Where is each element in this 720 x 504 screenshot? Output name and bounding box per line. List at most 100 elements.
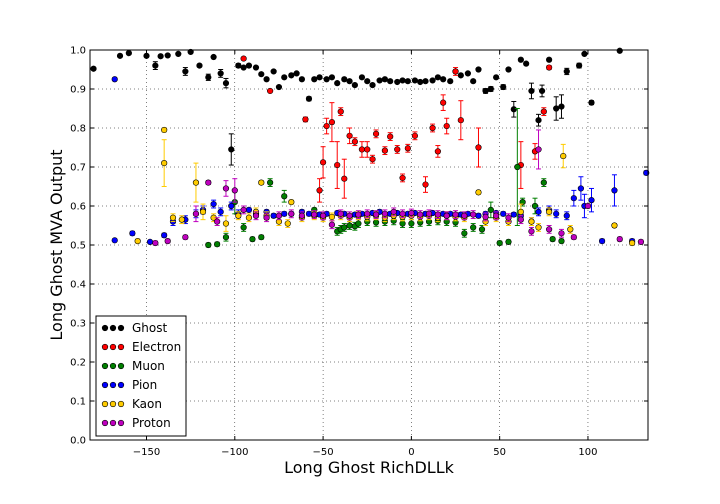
data-point <box>169 214 177 221</box>
data-point <box>422 78 429 85</box>
data-point <box>275 83 283 91</box>
series-proton <box>152 129 645 247</box>
data-point <box>434 74 441 81</box>
data-point <box>549 236 556 243</box>
data-point <box>152 62 159 69</box>
legend-marker <box>117 324 125 332</box>
data-point <box>146 238 154 245</box>
data-point <box>470 211 477 218</box>
legend-item-kaon: Kaon <box>101 397 162 411</box>
data-point <box>457 117 464 124</box>
data-point <box>519 199 526 206</box>
data-point <box>408 209 415 217</box>
data-point <box>422 181 429 188</box>
data-point <box>334 80 341 87</box>
data-point <box>263 76 270 83</box>
data-point <box>182 68 189 75</box>
data-point <box>288 210 295 217</box>
data-point <box>482 87 489 95</box>
legend-marker <box>109 400 117 408</box>
data-point <box>538 87 546 95</box>
data-point <box>434 148 441 155</box>
data-point <box>475 66 482 73</box>
data-point <box>408 220 415 227</box>
data-point <box>187 48 194 56</box>
data-point <box>464 70 471 77</box>
data-point <box>546 226 553 233</box>
data-point <box>328 74 336 81</box>
data-points <box>90 47 650 249</box>
y-tick-label: 0.5 <box>70 241 86 252</box>
data-point <box>210 200 217 208</box>
data-point <box>210 53 217 61</box>
data-point <box>281 74 288 81</box>
data-point <box>222 220 230 227</box>
data-point <box>528 228 535 235</box>
data-point <box>505 214 512 221</box>
data-point <box>372 219 380 226</box>
data-point <box>270 212 277 219</box>
data-point <box>328 119 336 126</box>
data-point <box>505 66 512 73</box>
data-point <box>249 236 256 243</box>
data-point <box>355 211 362 218</box>
data-point <box>577 185 584 192</box>
data-point <box>293 70 300 77</box>
legend-marker <box>109 419 117 427</box>
x-tick-label: 100 <box>578 447 597 458</box>
data-point <box>588 197 595 204</box>
data-point <box>588 99 595 106</box>
data-point <box>482 213 489 221</box>
data-point <box>281 193 288 200</box>
data-point <box>475 212 482 219</box>
data-point <box>205 179 212 186</box>
data-point <box>417 211 424 218</box>
data-point <box>369 156 376 163</box>
data-point <box>288 199 295 206</box>
data-point <box>161 126 168 134</box>
data-point <box>517 208 524 215</box>
x-axis-label: Long Ghost RichDLLk <box>284 458 454 477</box>
data-point <box>90 65 97 72</box>
data-point <box>245 214 253 221</box>
data-point <box>461 212 468 219</box>
legend-marker <box>109 362 117 370</box>
data-point <box>111 76 118 83</box>
data-point <box>319 159 327 166</box>
data-point <box>346 78 353 85</box>
y-tick-label: 0.9 <box>70 85 86 96</box>
x-tick-label: −100 <box>221 447 248 458</box>
data-point <box>351 81 358 89</box>
data-point <box>240 206 247 213</box>
data-point <box>284 220 291 227</box>
data-point <box>411 132 419 139</box>
data-point <box>214 241 221 248</box>
data-point <box>487 85 494 93</box>
legend-marker <box>101 343 109 351</box>
data-point <box>528 218 535 225</box>
legend-marker <box>117 419 125 427</box>
data-point <box>346 222 353 229</box>
data-point <box>152 239 159 247</box>
data-point <box>493 212 500 219</box>
data-point <box>222 185 230 192</box>
data-point <box>217 208 224 215</box>
data-point <box>355 220 362 227</box>
data-point <box>387 133 394 140</box>
data-point <box>235 62 242 69</box>
data-point <box>584 202 592 210</box>
data-point <box>440 99 447 106</box>
data-point <box>517 56 524 63</box>
data-point <box>192 179 200 186</box>
data-point <box>443 122 450 130</box>
data-point <box>358 74 366 81</box>
data-point <box>175 50 182 58</box>
data-point <box>535 117 542 124</box>
data-point <box>298 76 305 83</box>
data-point <box>381 210 388 217</box>
legend-label: Pion <box>132 378 157 392</box>
data-point <box>252 212 260 219</box>
y-tick-label: 0.3 <box>70 319 86 330</box>
data-point <box>161 232 168 239</box>
